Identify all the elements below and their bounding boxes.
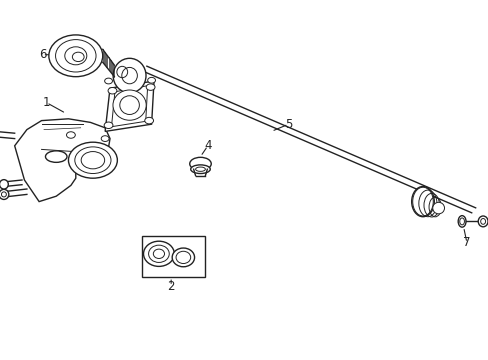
Ellipse shape xyxy=(411,186,433,217)
Ellipse shape xyxy=(45,151,67,162)
Circle shape xyxy=(66,132,75,138)
Polygon shape xyxy=(105,81,154,131)
Ellipse shape xyxy=(75,147,111,174)
Text: 7: 7 xyxy=(462,237,470,249)
Text: 3: 3 xyxy=(116,94,123,107)
Ellipse shape xyxy=(189,157,211,170)
Circle shape xyxy=(146,84,155,90)
Ellipse shape xyxy=(1,192,6,197)
Circle shape xyxy=(101,136,109,141)
Circle shape xyxy=(108,87,117,94)
Ellipse shape xyxy=(457,216,465,227)
Ellipse shape xyxy=(143,241,174,266)
Circle shape xyxy=(144,117,153,124)
Ellipse shape xyxy=(0,189,9,199)
Circle shape xyxy=(147,77,155,83)
Ellipse shape xyxy=(72,52,84,62)
Ellipse shape xyxy=(432,202,444,214)
Ellipse shape xyxy=(68,142,117,178)
Text: 4: 4 xyxy=(203,139,211,152)
Text: 1: 1 xyxy=(42,96,50,109)
Polygon shape xyxy=(15,119,110,202)
Ellipse shape xyxy=(49,35,102,77)
Circle shape xyxy=(104,78,112,84)
Text: 5: 5 xyxy=(284,118,292,131)
Ellipse shape xyxy=(477,216,487,227)
Ellipse shape xyxy=(172,248,194,267)
Ellipse shape xyxy=(64,47,87,65)
Text: 2: 2 xyxy=(167,280,175,293)
Ellipse shape xyxy=(120,96,139,114)
Ellipse shape xyxy=(0,180,8,189)
Ellipse shape xyxy=(153,249,164,258)
Ellipse shape xyxy=(195,167,205,171)
Ellipse shape xyxy=(56,40,96,72)
Ellipse shape xyxy=(148,245,169,262)
Ellipse shape xyxy=(190,165,210,174)
Ellipse shape xyxy=(113,90,146,120)
Ellipse shape xyxy=(113,58,146,93)
Text: 6: 6 xyxy=(39,48,46,61)
Bar xyxy=(142,236,205,277)
Circle shape xyxy=(104,122,113,129)
Ellipse shape xyxy=(176,251,190,264)
Ellipse shape xyxy=(81,152,104,169)
